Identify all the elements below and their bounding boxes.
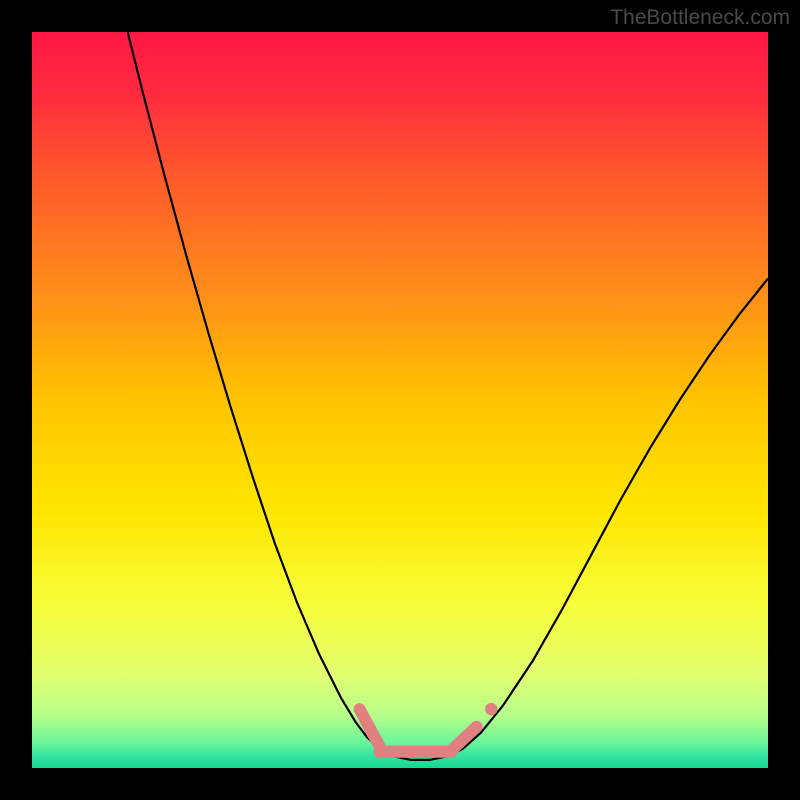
watermark-text: TheBottleneck.com [610, 6, 790, 30]
chart-canvas: TheBottleneck.com [0, 0, 800, 800]
highlight-dot [485, 703, 497, 715]
bottleneck-chart-svg [0, 0, 800, 800]
plot-background [32, 32, 768, 768]
